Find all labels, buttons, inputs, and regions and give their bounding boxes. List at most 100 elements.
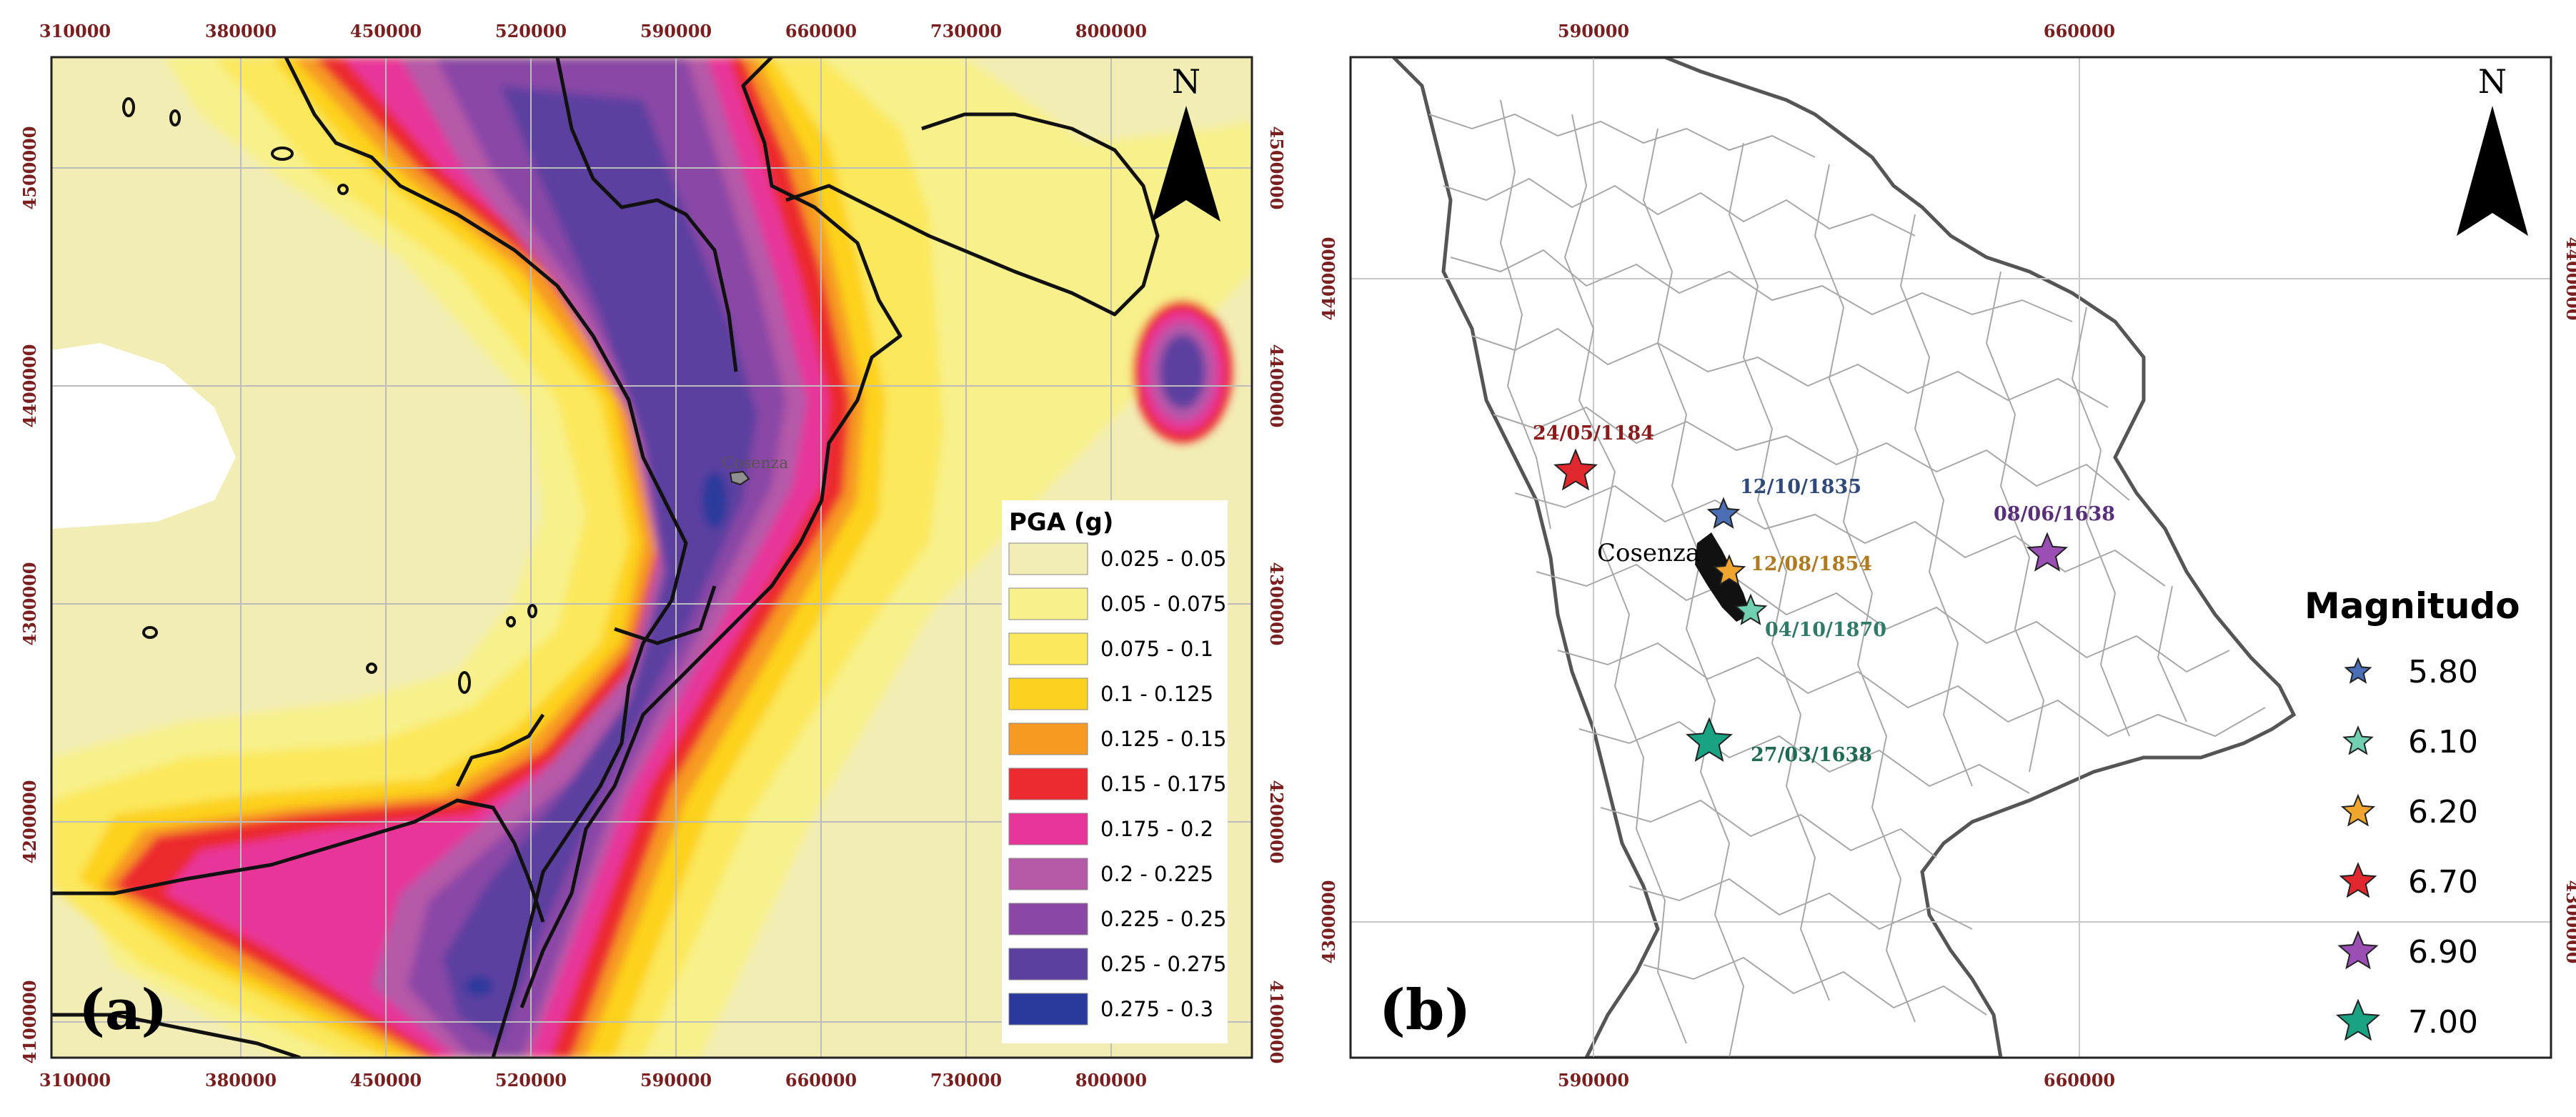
north-arrow-icon [1152,106,1220,222]
x-tick-top: 800000 [1075,21,1147,41]
legend-swatch-a [1008,632,1088,665]
earthquake-date-label: 04/10/1870 [1765,619,1886,641]
y-tick-left: 4400000 [19,344,40,428]
legend-label-a: 0.175 - 0.2 [1100,817,1213,841]
earthquake-star-icon [2026,532,2069,572]
earthquake-date-label: 12/08/1854 [1751,553,1872,575]
x-tick-top: 730000 [930,21,1002,41]
legend-swatch-a [1008,723,1088,755]
y-tick-right: 4400000 [1266,344,1287,428]
legend-star-icon [2344,657,2372,684]
x-ticks-b: 590000 660000 590000 660000 [1558,21,2115,1091]
legend-swatch-a [1008,677,1088,710]
boundaries-a [51,57,1160,1058]
map-frame-b [1349,56,2552,1059]
x-tick-bottom: 380000 [205,1070,277,1091]
earthquake-date-label: 12/10/1835 [1740,476,1861,498]
y-tick-right: 4500000 [1266,126,1287,210]
magnitude-legend: Magnitudo 5.80 6.10 6.20 6.70 6.90 7.00 [2304,585,2520,1041]
legend-star-icon [2337,930,2379,970]
legend-swatch-a [1008,587,1088,620]
x-tick-top: 450000 [350,21,422,41]
x-ticks-top-a: 310000 380000 450000 520000 590000 66000… [39,21,1147,41]
legend-star-icon [2339,862,2377,898]
earthquake-star-icon [1706,497,1741,529]
x-tick-bottom: 660000 [2044,1070,2115,1091]
earthquake-star-icon [1686,717,1733,763]
legend-title-a: PGA (g) [1009,508,1113,537]
city-label-b: Cosenza [1597,539,1700,567]
y-tick-right: 4300000 [1266,562,1287,646]
y-tick-right: 4300000 [2562,880,2576,964]
y-tick-left: 4300000 [19,562,40,646]
panel-b: Cosenza 590000 660000 590000 660000 4400… [1318,21,2576,1091]
x-tick-bottom: 310000 [39,1070,111,1091]
legend-label-a: 0.275 - 0.3 [1100,997,1213,1021]
legend-label-a: 0.075 - 0.1 [1100,637,1213,661]
legend-label-b: 6.20 [2408,794,2478,830]
legend-label-b: 6.70 [2408,864,2478,900]
legend-swatch-a [1008,993,1088,1026]
legend-star-icon [2342,725,2374,755]
panel-a: Cosenza 310000 380000 450000 520000 5900… [19,21,1287,1091]
x-tick-top: 660000 [2044,21,2115,41]
x-tick-top: 310000 [39,21,111,41]
north-label-b: N [2478,62,2507,101]
north-label-a: N [1172,62,1200,101]
north-arrow-icon [2457,106,2528,236]
graticule-b [1351,57,2551,1058]
y-ticks-left-a: 4500000 4400000 4300000 4200000 4100000 [19,126,40,1064]
x-tick-bottom: 730000 [930,1070,1002,1091]
city-label-a: Cosenza [722,455,788,472]
y-tick-left: 4300000 [1318,880,1339,964]
legend-label-a: 0.2 - 0.225 [1100,862,1213,886]
y-tick-left: 4500000 [19,126,40,210]
north-arrow-a: N [1152,62,1220,222]
municipal-boundaries [1428,99,2266,1058]
north-arrow-b: N [2457,62,2528,236]
x-tick-top: 520000 [495,21,567,41]
y-tick-left: 4200000 [19,780,40,864]
legend-swatch-a [1008,903,1088,935]
y-tick-left: 4100000 [19,981,40,1064]
y-tick-left: 4400000 [1318,237,1339,321]
legend-label-b: 6.90 [2408,934,2478,970]
x-tick-top: 590000 [640,21,712,41]
earthquake-date-label: 24/05/1184 [1533,422,1654,445]
legend-label-a: 0.05 - 0.075 [1100,592,1227,616]
legend-swatch-a [1008,813,1088,845]
x-tick-bottom: 590000 [640,1070,712,1091]
y-ticks-right-a: 4500000 4400000 4300000 4200000 4100000 [1266,126,1287,1064]
legend-star-icon [2340,793,2376,827]
x-tick-bottom: 800000 [1075,1070,1147,1091]
legend-label-b: 5.80 [2408,654,2478,690]
x-tick-top: 380000 [205,21,277,41]
y-tick-right: 4100000 [1266,981,1287,1064]
legend-star-icon [2336,998,2380,1041]
y-tick-right: 4200000 [1266,780,1287,864]
legend-label-a: 0.225 - 0.25 [1100,907,1227,931]
legend-label-a: 0.15 - 0.175 [1100,772,1227,796]
x-tick-bottom: 520000 [495,1070,567,1091]
earthquake-date-label: 27/03/1638 [1751,744,1872,766]
calabria-map: Cosenza [1351,57,2551,1058]
earthquake-date-label: 08/06/1638 [1994,503,2115,525]
earthquake-star-icon [1553,448,1598,491]
legend-swatch-a [1008,768,1088,800]
map-frame-a [50,56,1253,1059]
x-tick-bottom: 450000 [350,1070,422,1091]
legend-label-a: 0.125 - 0.15 [1100,727,1227,751]
cosenza-outline-a [729,470,750,486]
legend-swatch-a [1008,542,1088,575]
pga-hazard-map: Cosenza [51,57,1252,1058]
legend-label-b: 6.10 [2408,724,2478,760]
islands-a [122,97,537,694]
legend-label-a: 0.025 - 0.05 [1100,547,1227,571]
calabria-landmass [1391,57,2297,1058]
x-tick-bottom: 660000 [785,1070,857,1091]
x-tick-bottom: 590000 [1558,1070,1629,1091]
legend-swatch-a [1008,948,1088,981]
legend-label-b: 7.00 [2408,1004,2478,1041]
panel-letter-a: (a) [79,978,167,1043]
